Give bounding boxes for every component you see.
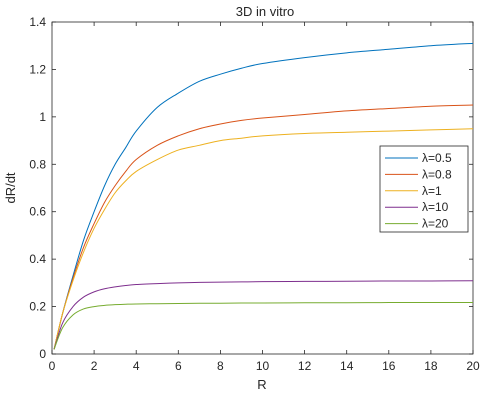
series-line-5 [53,302,473,350]
legend: λ=0.5 λ=0.8 λ=1 λ=10 λ=20 [379,145,469,233]
x-tick-label: 8 [217,359,224,373]
y-tick-label: 1.2 [29,62,46,76]
y-axis-label: dR/dt [3,172,18,203]
x-tick-label: 0 [49,359,56,373]
x-tick-label: 12 [298,359,312,373]
series-line-3 [53,128,474,350]
series-line-2 [53,104,474,350]
series-line-4 [53,280,474,350]
x-tick-label: 4 [133,359,140,373]
y-tick-label: 1 [39,110,46,124]
x-axis-label: R [257,377,266,392]
x-axis: 0 2 4 6 8 10 12 14 16 18 20 [49,22,480,373]
legend-entry-label: λ=1 [422,184,442,198]
series-group [53,42,474,350]
legend-entry-label: λ=20 [422,217,449,231]
legend-entry-label: λ=0.5 [422,151,452,165]
y-tick-label: 0 [39,347,46,361]
x-tick-label: 14 [340,359,354,373]
chart-title: 3D in vitro [236,4,295,19]
x-tick-label: 6 [175,359,182,373]
legend-entry-label: λ=0.8 [422,167,452,181]
y-tick-label: 0.6 [29,205,46,219]
x-tick-label: 16 [382,359,396,373]
y-tick-label: 0.4 [29,252,46,266]
x-tick-label: 10 [256,359,270,373]
y-tick-label: 0.8 [29,157,46,171]
x-tick-label: 18 [424,359,438,373]
y-tick-label: 1.4 [29,15,46,29]
series-line-1 [53,42,474,350]
legend-entry-label: λ=10 [422,200,449,214]
x-tick-label: 20 [466,359,480,373]
y-axis: 0 0.2 0.4 0.6 0.8 1 1.2 1.4 [29,15,473,361]
legend-box [379,145,469,233]
y-tick-label: 0.2 [29,300,46,314]
x-tick-label: 2 [91,359,98,373]
